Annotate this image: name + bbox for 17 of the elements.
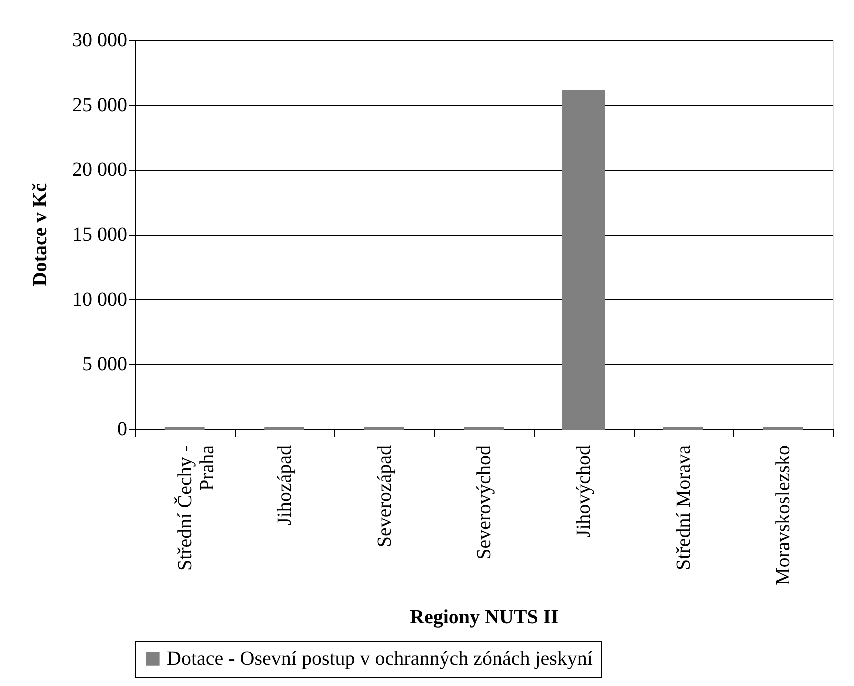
x-tick-label: Střední Morava [672,445,695,570]
y-tick-label: 0 [118,418,128,440]
y-tick-label: 5 000 [82,354,128,376]
y-tick-label: 20 000 [72,159,128,182]
x-tick-label: Střední Čechy - Praha [173,445,218,572]
x-tick-label: Severozápad [374,446,396,548]
x-axis-title: Regiony NUTS II [410,606,560,628]
y-tick-label: 15 000 [72,224,128,246]
x-tick-label: Jihozápad [274,446,296,526]
x-tick-label: Moravskoslezsko [772,446,795,586]
y-tick-label: 30 000 [72,30,128,52]
x-tick-label: Jihovýchod [573,446,596,538]
x-tick-label: Severovýchod [474,446,496,560]
y-axis-title: Dotace v Kč [30,183,52,287]
y-tick-label: 25 000 [72,94,128,116]
legend-label: Dotace - Osevní postup v ochranných zónách jeskyní [167,648,594,670]
y-tick-label: 10 000 [72,288,128,311]
